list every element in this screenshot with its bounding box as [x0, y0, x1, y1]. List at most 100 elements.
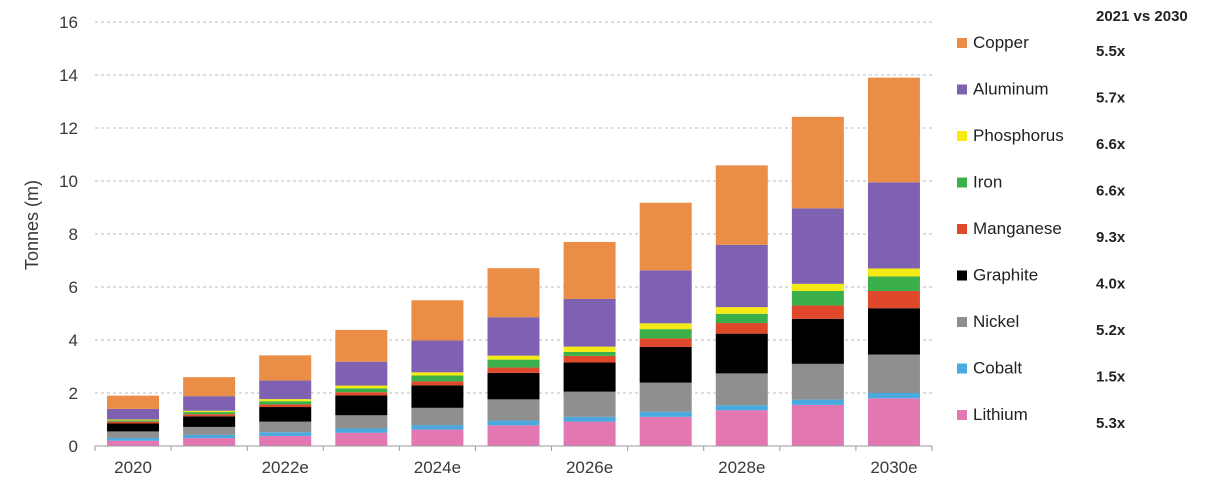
bar-segment-phosphorus-2026e: [563, 346, 616, 352]
bar-segment-copper-2024e: [411, 300, 464, 341]
bar-segment-iron-2026e: [563, 351, 616, 356]
y-tick-label: 6: [69, 278, 78, 297]
legend-swatch-iron: [957, 177, 967, 188]
bar-segment-copper-2023e: [335, 329, 388, 362]
legend-swatch-nickel: [957, 317, 967, 327]
y-tick-label: 2: [69, 384, 78, 403]
bar-segment-nickel-2021: [183, 426, 236, 435]
bar-segment-manganese-2022e: [259, 404, 312, 408]
bar-segment-iron-2024e: [411, 375, 464, 382]
legend-label-aluminum: Aluminum: [973, 80, 1049, 99]
bar-segment-iron-2028e: [715, 313, 768, 324]
bar-segment-cobalt-2024e: [411, 425, 464, 430]
x-tick-label: 2020: [114, 458, 152, 477]
legend-swatch-cobalt: [957, 363, 967, 374]
legend-swatch-graphite: [957, 270, 967, 281]
comparison-header: 2021 vs 2030: [1096, 8, 1188, 25]
bar-segment-aluminum-2020: [107, 408, 160, 420]
bar-segment-graphite-2022e: [259, 407, 312, 422]
x-tick-label: 2022e: [262, 458, 309, 477]
bar-segment-copper-2030e: [867, 77, 920, 183]
multiplier-iron: 6.6x: [1096, 183, 1126, 200]
y-tick-label: 10: [59, 172, 78, 191]
bar-segment-graphite-2024e: [411, 385, 464, 408]
bar-segment-graphite-2030e: [867, 308, 920, 355]
bar-segment-nickel-2025e: [487, 399, 540, 421]
bar-segment-cobalt-2020: [107, 438, 160, 441]
legend-label-phosphorus: Phosphorus: [973, 126, 1064, 145]
multiplier-copper: 5.5x: [1096, 43, 1126, 60]
bar-segment-nickel-2022e: [259, 421, 312, 433]
bar-segment-aluminum-2022e: [259, 380, 312, 400]
bar-segment-nickel-2020: [107, 431, 160, 439]
bar-segment-aluminum-2027e: [639, 270, 692, 324]
multiplier-phosphorus: 6.6x: [1096, 136, 1126, 153]
bar-segment-phosphorus-2021: [183, 410, 236, 413]
bar-segment-nickel-2030e: [867, 354, 920, 393]
bar-segment-lithium-2021: [183, 438, 236, 446]
legend-label-lithium: Lithium: [973, 405, 1028, 424]
bar-segment-manganese-2029e: [791, 305, 844, 319]
bar-segment-copper-2021: [183, 377, 236, 397]
bar-segment-copper-2022e: [259, 355, 312, 381]
legend-swatch-phosphorus: [957, 131, 967, 141]
bar-segment-phosphorus-2022e: [259, 399, 312, 402]
bar-segment-manganese-2027e: [639, 338, 692, 347]
multiplier-manganese: 9.3x: [1096, 229, 1126, 246]
bar-segment-iron-2027e: [639, 329, 692, 339]
y-tick-label: 8: [69, 225, 78, 244]
bar-segment-cobalt-2022e: [259, 432, 312, 436]
bar-segment-cobalt-2028e: [715, 405, 768, 411]
bar-segment-copper-2025e: [487, 268, 540, 318]
bar-segment-lithium-2027e: [639, 416, 692, 446]
y-tick-label: 4: [69, 331, 78, 350]
bar-segment-phosphorus-2029e: [791, 283, 844, 291]
legend-label-graphite: Graphite: [973, 266, 1038, 285]
multiplier-cobalt: 1.5x: [1096, 369, 1126, 386]
bar-segment-manganese-2023e: [335, 392, 388, 396]
bar-segment-lithium-2030e: [867, 398, 920, 446]
bar-segment-manganese-2028e: [715, 323, 768, 334]
bar-segment-nickel-2027e: [639, 382, 692, 412]
bar-segment-iron-2029e: [791, 290, 844, 306]
bar-segment-nickel-2029e: [791, 363, 844, 400]
bar-segment-graphite-2029e: [791, 318, 844, 364]
bar-segment-lithium-2020: [107, 440, 160, 446]
bar-segment-lithium-2029e: [791, 404, 844, 446]
bar-segment-nickel-2026e: [563, 391, 616, 417]
bar-segment-iron-2020: [107, 420, 160, 422]
bar-segment-copper-2029e: [791, 116, 844, 209]
bar-segment-lithium-2026e: [563, 421, 616, 446]
multiplier-aluminum: 5.7x: [1096, 90, 1126, 107]
bar-segment-graphite-2026e: [563, 362, 616, 392]
bar-segment-cobalt-2027e: [639, 411, 692, 417]
multiplier-lithium: 5.3x: [1096, 415, 1126, 432]
bar-segment-aluminum-2029e: [791, 208, 844, 284]
bar-segment-cobalt-2030e: [867, 393, 920, 399]
bar-segment-manganese-2025e: [487, 367, 540, 373]
legend-swatch-copper: [957, 38, 967, 48]
bar-segment-cobalt-2023e: [335, 428, 388, 433]
bar-segment-phosphorus-2028e: [715, 307, 768, 314]
bar-segment-cobalt-2026e: [563, 416, 616, 422]
legend-label-nickel: Nickel: [973, 312, 1019, 331]
legend-swatch-lithium: [957, 410, 967, 420]
bar-segment-nickel-2024e: [411, 407, 464, 426]
legend: 2021 vs 2030 Copper 5.5x Aluminum 5.7x Phosp…: [957, 8, 1188, 432]
x-tick-label: 2026e: [566, 458, 613, 477]
legend-label-iron: Iron: [973, 173, 1002, 192]
bar-segment-manganese-2020: [107, 421, 160, 424]
axes: Tonnes (m) 0 2 4 6 8 10 12 14 16 2020 2022e 2024e 20…: [22, 13, 933, 477]
bar-segment-lithium-2024e: [411, 429, 464, 446]
bar-segment-lithium-2025e: [487, 425, 540, 446]
bar-segment-phosphorus-2020: [107, 419, 160, 421]
bar-segment-copper-2020: [107, 395, 160, 409]
bar-segment-phosphorus-2024e: [411, 372, 464, 376]
y-axis-title: Tonnes (m): [22, 180, 42, 270]
y-tick-label: 16: [59, 13, 78, 32]
x-tick-label: 2030e: [870, 458, 917, 477]
bar-segment-manganese-2026e: [563, 355, 616, 363]
bar-segment-iron-2030e: [867, 276, 920, 291]
bar-segment-lithium-2022e: [259, 435, 312, 446]
y-tick-label: 14: [59, 66, 78, 85]
